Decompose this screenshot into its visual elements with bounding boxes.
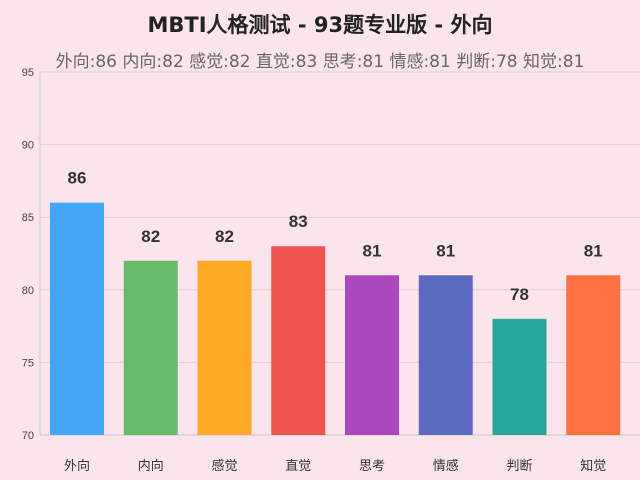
data-label: 81 — [436, 241, 455, 260]
x-tick-label: 判断 — [506, 459, 532, 474]
x-axis-ticks: 外向 内向 感觉 直觉 思考 情感 判断 知觉 — [64, 458, 606, 474]
data-label: 82 — [215, 227, 234, 246]
x-tick-label: 思考 — [359, 459, 385, 474]
x-tick-label: 知觉 — [580, 458, 606, 474]
data-label: 83 — [289, 212, 308, 231]
y-tick-label: 85 — [22, 212, 34, 224]
data-labels: 86 82 82 83 81 81 78 81 — [68, 169, 603, 304]
bar — [345, 275, 399, 435]
data-label: 81 — [363, 241, 382, 260]
bar — [271, 246, 326, 435]
x-tick-label: 内向 — [138, 458, 164, 474]
bar — [50, 202, 104, 435]
data-label: 82 — [141, 227, 160, 246]
data-label: 86 — [68, 169, 87, 188]
x-tick-label: 直觉 — [285, 459, 311, 474]
bars — [50, 202, 621, 435]
y-tick-label: 70 — [22, 430, 34, 442]
data-label: 81 — [584, 241, 603, 260]
x-tick-label: 感觉 — [211, 458, 237, 474]
x-tick-label: 外向 — [64, 458, 90, 474]
bar — [418, 275, 473, 435]
data-label: 78 — [510, 285, 529, 304]
chart-subtitle: 外向:86 内向:82 感觉:82 直觉:83 思考:81 情感:81 判断:7… — [56, 52, 585, 72]
bar — [566, 275, 621, 435]
bar — [492, 318, 547, 435]
y-axis-ticks: 70 75 80 85 90 95 — [22, 67, 34, 442]
y-tick-label: 80 — [22, 285, 34, 297]
x-tick-label: 情感 — [433, 458, 459, 474]
bar — [123, 260, 178, 435]
y-tick-label: 95 — [22, 67, 34, 79]
bar — [197, 260, 252, 435]
chart-title: MBTI人格测试 - 93题专业版 - 外向 — [148, 13, 493, 37]
y-tick-label: 90 — [22, 140, 34, 152]
y-tick-label: 75 — [22, 357, 34, 369]
